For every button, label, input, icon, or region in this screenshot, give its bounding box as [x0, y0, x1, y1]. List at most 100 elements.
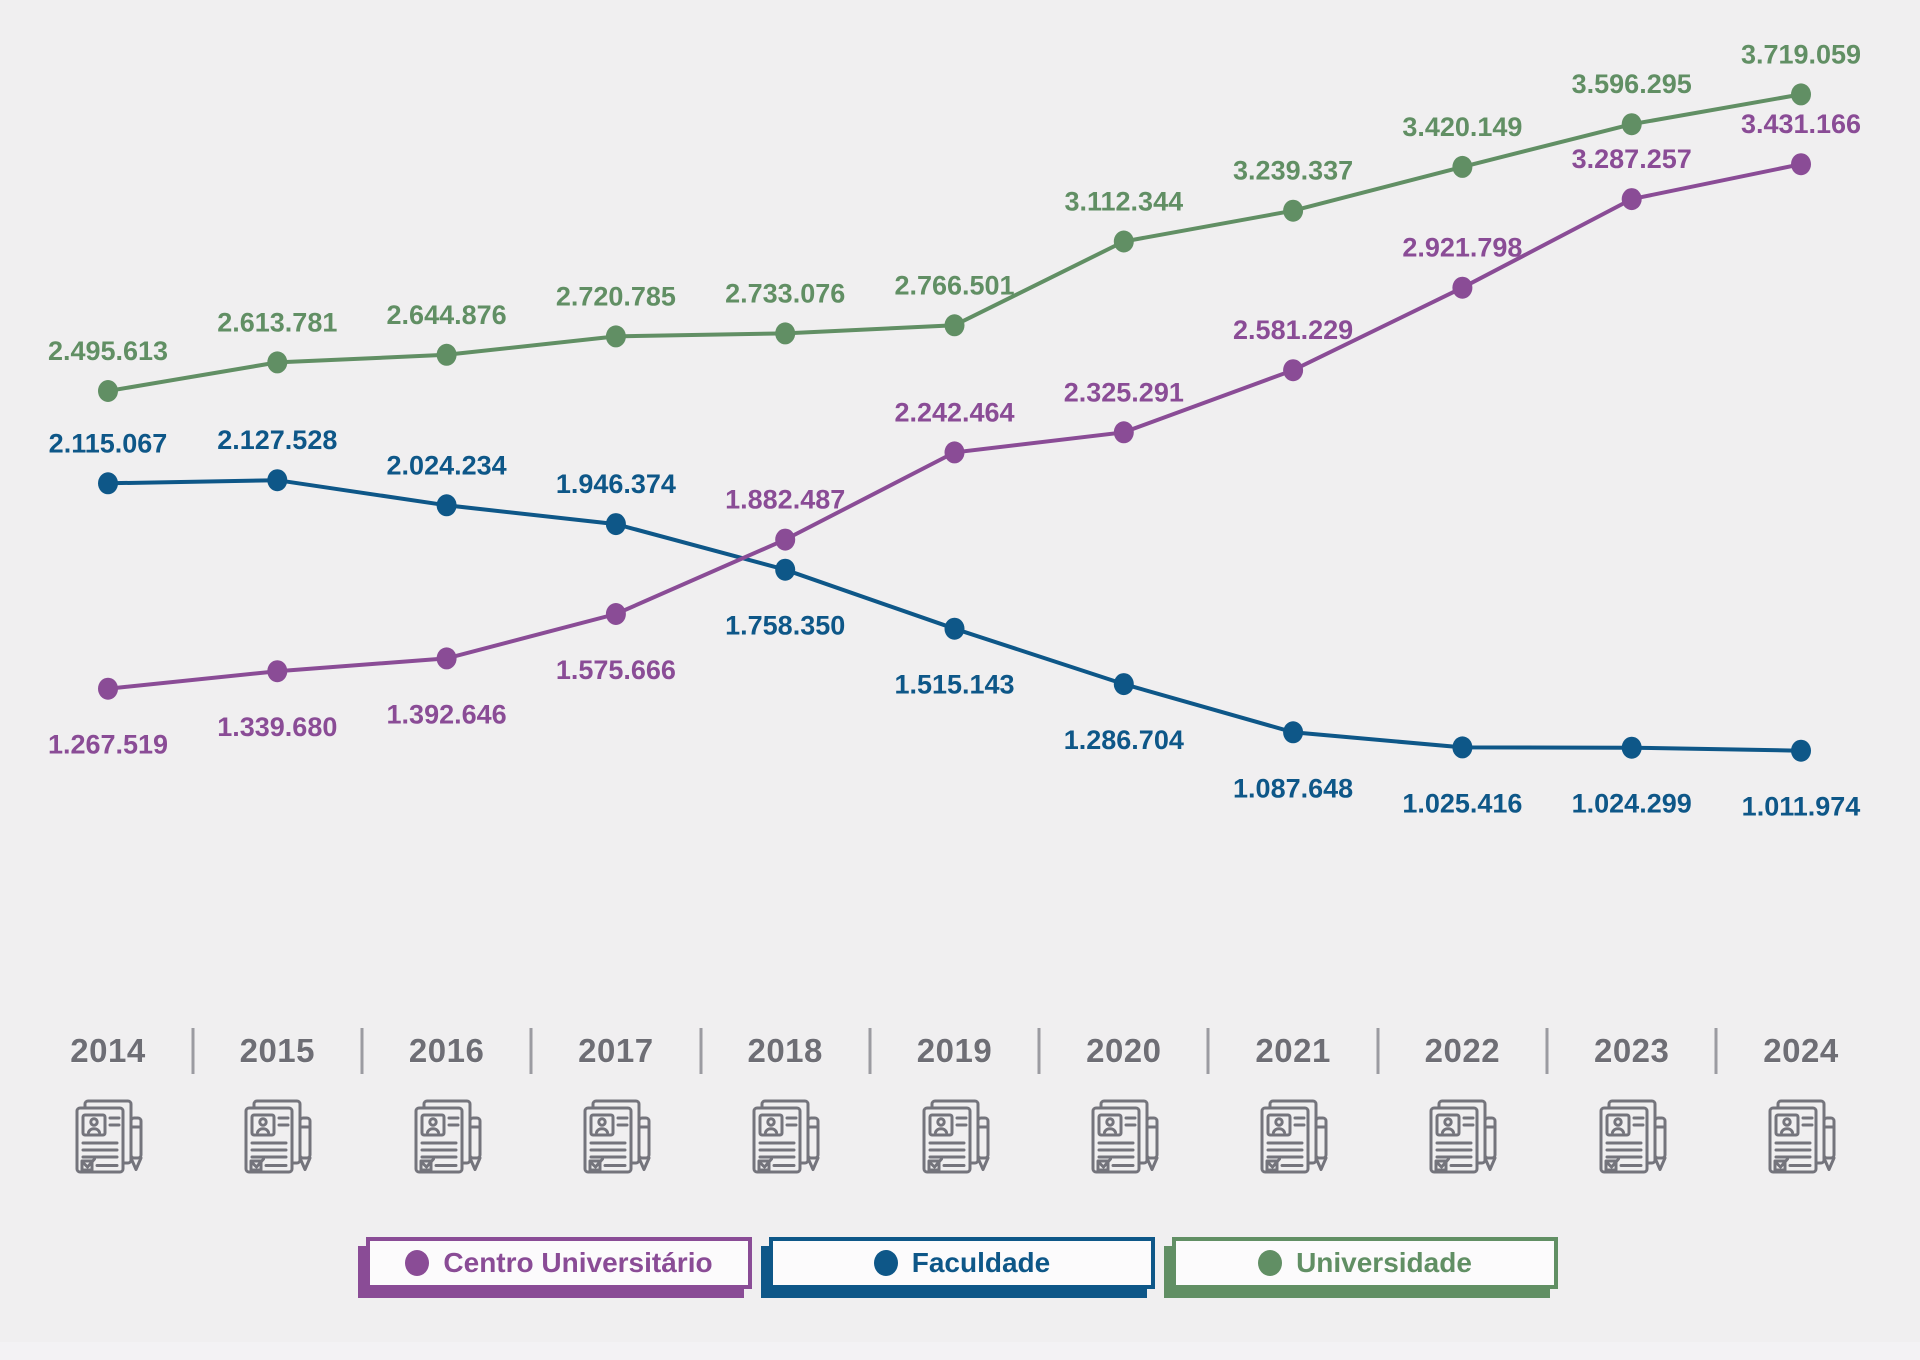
year-separator	[868, 1028, 872, 1074]
year-label-2018: 2018	[747, 1032, 823, 1069]
data-label-faculdade-2019: 1.515.143	[894, 670, 1014, 700]
year-label-2015: 2015	[239, 1032, 316, 1069]
data-label-universidade-2017: 2.720.785	[556, 281, 676, 311]
line-chart: 2.495.613 2.613.781 2.644.876 2.720.785 2.73…	[48, 39, 1861, 822]
data-label-centro-universitario-2016: 1.392.646	[387, 699, 507, 729]
data-label-universidade-2019: 2.766.501	[894, 270, 1014, 300]
data-point-faculdade-2019	[944, 617, 965, 640]
contract-document-pen-icon-2023	[1599, 1099, 1667, 1174]
data-label-centro-universitario-2019: 2.242.464	[894, 397, 1014, 427]
data-point-universidade-2016	[436, 343, 457, 366]
contract-document-pen-icon-2015	[244, 1099, 312, 1174]
data-label-faculdade-2016: 2.024.234	[387, 450, 507, 480]
data-label-faculdade-2021: 1.087.648	[1233, 773, 1353, 803]
data-label-universidade-2014: 2.495.613	[48, 336, 168, 366]
data-label-universidade-2022: 3.420.149	[1402, 112, 1522, 142]
contract-document-pen-icon-2021	[1260, 1099, 1328, 1174]
legend-label-universidade: Universidade	[1296, 1247, 1472, 1278]
data-point-universidade-2022	[1452, 155, 1473, 178]
contract-document-pen-icon-2022	[1429, 1099, 1497, 1174]
data-label-universidade-2015: 2.613.781	[217, 307, 337, 337]
data-point-universidade-2018	[775, 322, 796, 345]
data-point-faculdade-2015	[267, 469, 288, 492]
data-point-centro-universitario-2022	[1452, 276, 1473, 299]
year-label-2021: 2021	[1255, 1032, 1331, 1069]
contract-document-pen-icon-2024	[1768, 1099, 1836, 1174]
data-point-faculdade-2024	[1791, 739, 1811, 762]
data-label-centro-universitario-2015: 1.339.680	[217, 712, 337, 742]
data-label-faculdade-2018: 1.758.350	[725, 611, 845, 641]
data-label-faculdade-2020: 1.286.704	[1064, 725, 1184, 755]
data-label-universidade-2020: 3.112.344	[1064, 187, 1183, 217]
legend-item-centro-universitario[interactable]: Centro Universitário	[366, 1237, 752, 1289]
contract-document-pen-icon-2016	[414, 1099, 482, 1174]
year-separator	[1545, 1028, 1549, 1074]
year-separator	[1037, 1028, 1041, 1074]
data-label-centro-universitario-2022: 2.921.798	[1402, 233, 1522, 263]
data-point-faculdade-2017	[605, 513, 626, 536]
year-separator	[1206, 1028, 1210, 1074]
legend-label-centro-universitario: Centro Universitário	[443, 1247, 713, 1278]
bottom-strip	[0, 1342, 1920, 1360]
data-point-universidade-2019	[944, 314, 965, 337]
year-separator	[529, 1028, 533, 1074]
data-point-centro-universitario-2016	[436, 647, 457, 670]
year-separator	[1714, 1028, 1718, 1074]
data-label-faculdade-2024: 1.011.974	[1742, 792, 1861, 822]
data-point-universidade-2021	[1283, 199, 1304, 222]
data-label-universidade-2023: 3.596.295	[1572, 69, 1692, 99]
data-point-faculdade-2022	[1452, 736, 1473, 759]
data-point-universidade-2015	[267, 351, 288, 374]
data-label-centro-universitario-2021: 2.581.229	[1233, 315, 1353, 345]
data-point-faculdade-2020	[1113, 673, 1134, 696]
legend-label-faculdade: Faculdade	[911, 1247, 1051, 1278]
legend-dot-centro-universitario	[405, 1250, 430, 1276]
data-label-faculdade-2017: 1.946.374	[556, 469, 676, 499]
contract-document-pen-icon-2020	[1091, 1099, 1159, 1174]
series-line-faculdade	[107, 478, 1802, 753]
data-point-universidade-2017	[605, 325, 626, 348]
year-label-2024: 2024	[1763, 1032, 1839, 1069]
data-label-faculdade-2023: 1.024.299	[1572, 789, 1692, 819]
data-label-universidade-2024: 3.719.059	[1741, 39, 1861, 69]
data-point-universidade-2020	[1113, 230, 1134, 253]
contract-document-pen-icon-2019	[922, 1099, 989, 1174]
data-point-centro-universitario-2019	[944, 441, 965, 464]
year-label-2016: 2016	[408, 1032, 485, 1069]
data-label-faculdade-2015: 2.127.528	[217, 425, 337, 455]
data-point-faculdade-2014	[98, 472, 118, 495]
data-point-centro-universitario-2024	[1791, 153, 1811, 176]
year-separator	[1376, 1028, 1380, 1074]
legend-item-universidade[interactable]: Universidade	[1172, 1237, 1558, 1289]
data-point-faculdade-2018	[775, 558, 796, 581]
data-label-centro-universitario-2017: 1.575.666	[556, 655, 676, 685]
data-point-universidade-2024	[1791, 83, 1811, 106]
year-separator	[699, 1028, 703, 1074]
legend: Centro Universitário Faculdade Universidad…	[366, 1237, 1558, 1289]
data-label-universidade-2018: 2.733.076	[725, 278, 845, 308]
year-label-2017: 2017	[578, 1032, 654, 1069]
data-point-universidade-2023	[1621, 113, 1642, 136]
contract-document-pen-icon-2018	[752, 1099, 820, 1174]
data-point-universidade-2014	[98, 380, 118, 402]
legend-dot-faculdade	[873, 1250, 898, 1276]
legend-item-faculdade[interactable]: Faculdade	[769, 1237, 1155, 1289]
data-point-centro-universitario-2015	[267, 660, 288, 683]
data-point-centro-universitario-2021	[1283, 359, 1304, 382]
data-label-universidade-2016: 2.644.876	[387, 300, 507, 330]
data-label-centro-universitario-2014: 1.267.519	[48, 730, 168, 760]
year-separator	[191, 1028, 195, 1074]
data-point-centro-universitario-2020	[1113, 421, 1134, 444]
data-point-faculdade-2016	[436, 494, 457, 517]
data-point-centro-universitario-2017	[605, 603, 626, 625]
year-label-2023: 2023	[1593, 1032, 1670, 1069]
legend-dot-universidade	[1258, 1250, 1283, 1276]
data-point-faculdade-2021	[1283, 721, 1304, 744]
year-separator	[360, 1028, 364, 1074]
data-point-centro-universitario-2018	[775, 528, 796, 551]
data-label-faculdade-2014: 2.115.067	[49, 428, 168, 458]
data-label-centro-universitario-2024: 3.431.166	[1741, 109, 1861, 139]
year-label-2020: 2020	[1086, 1032, 1162, 1069]
contract-document-pen-icon-2017	[583, 1099, 651, 1174]
